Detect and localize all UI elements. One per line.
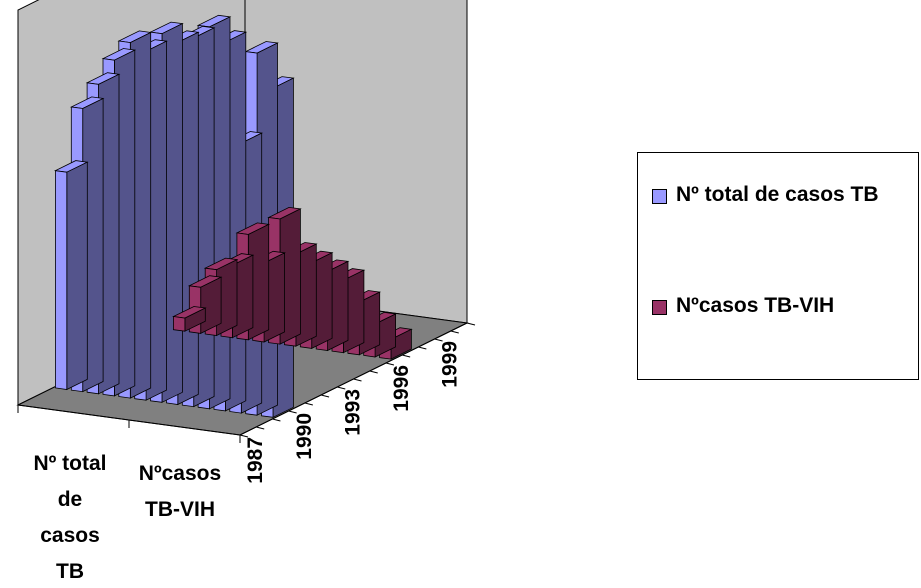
depth-axis: Nº total de casos TB Nºcasos TB-VIH — [17, 404, 241, 583]
x-tick — [402, 354, 411, 358]
bar-s1-1988-side — [200, 276, 222, 335]
legend-swatch-total-tb — [652, 189, 667, 204]
depth-label-line: Nºcasos — [139, 462, 221, 485]
x-tick — [434, 338, 443, 342]
x-tick-label-1999: 1999 — [439, 341, 462, 388]
legend-label-total-tb: Nº total de casos TB — [676, 183, 879, 206]
x-tick — [304, 402, 313, 406]
x-tick — [256, 426, 265, 430]
x-tick-label-1993: 1993 — [341, 389, 364, 436]
x-tick — [385, 362, 395, 366]
x-tick-label-1990: 1990 — [293, 413, 316, 460]
depth-label-line: TB — [56, 560, 84, 583]
x-tick — [450, 330, 459, 334]
x-tick-label-1987: 1987 — [244, 437, 267, 484]
bars-tb-vih-series — [172, 206, 413, 360]
bar-s1-1987-front — [172, 316, 186, 332]
x-tick — [239, 434, 249, 438]
legend-label-tb-vih: Nºcasos TB-VIH — [676, 294, 835, 317]
x-axis-line — [239, 322, 468, 436]
x-tick — [369, 370, 378, 374]
x-tick — [272, 418, 281, 422]
bar-s0-1987-front — [55, 170, 68, 390]
x-axis: 1987 1990 1993 1996 1999 — [239, 322, 476, 484]
depth-label-line: casos — [40, 524, 100, 547]
depth-label-0: Nº total de casos TB — [34, 452, 107, 583]
x-tick-label-1996: 1996 — [390, 365, 413, 412]
x-tick — [320, 394, 330, 398]
x-tick — [466, 322, 476, 326]
bar-s0-1987-side — [66, 161, 88, 391]
depth-label-1: Nºcasos TB-VIH — [139, 462, 221, 521]
x-tick — [353, 378, 362, 382]
bar-s0-1987 — [54, 160, 89, 391]
legend-swatch-tb-vih — [652, 300, 667, 315]
legend: Nº total de casos TB Nºcasos TB-VIH — [637, 152, 919, 380]
depth-label-line: de — [58, 488, 83, 511]
x-tick — [288, 410, 297, 414]
depth-label-line: TB-VIH — [145, 498, 215, 521]
depth-label-line: Nº total — [34, 452, 107, 475]
legend-item-total-tb: Nº total de casos TB — [652, 181, 916, 209]
legend-item-tb-vih: Nºcasos TB-VIH — [652, 292, 916, 320]
x-tick — [337, 386, 346, 390]
bar-s1-1987 — [172, 306, 207, 332]
x-tick — [418, 346, 427, 350]
